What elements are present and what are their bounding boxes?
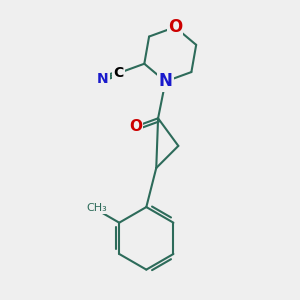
Text: CH₃: CH₃	[86, 203, 107, 213]
Text: O: O	[129, 119, 142, 134]
Text: N: N	[158, 73, 172, 91]
Text: C: C	[113, 66, 124, 80]
Text: O: O	[168, 18, 182, 36]
Text: N: N	[97, 72, 109, 86]
